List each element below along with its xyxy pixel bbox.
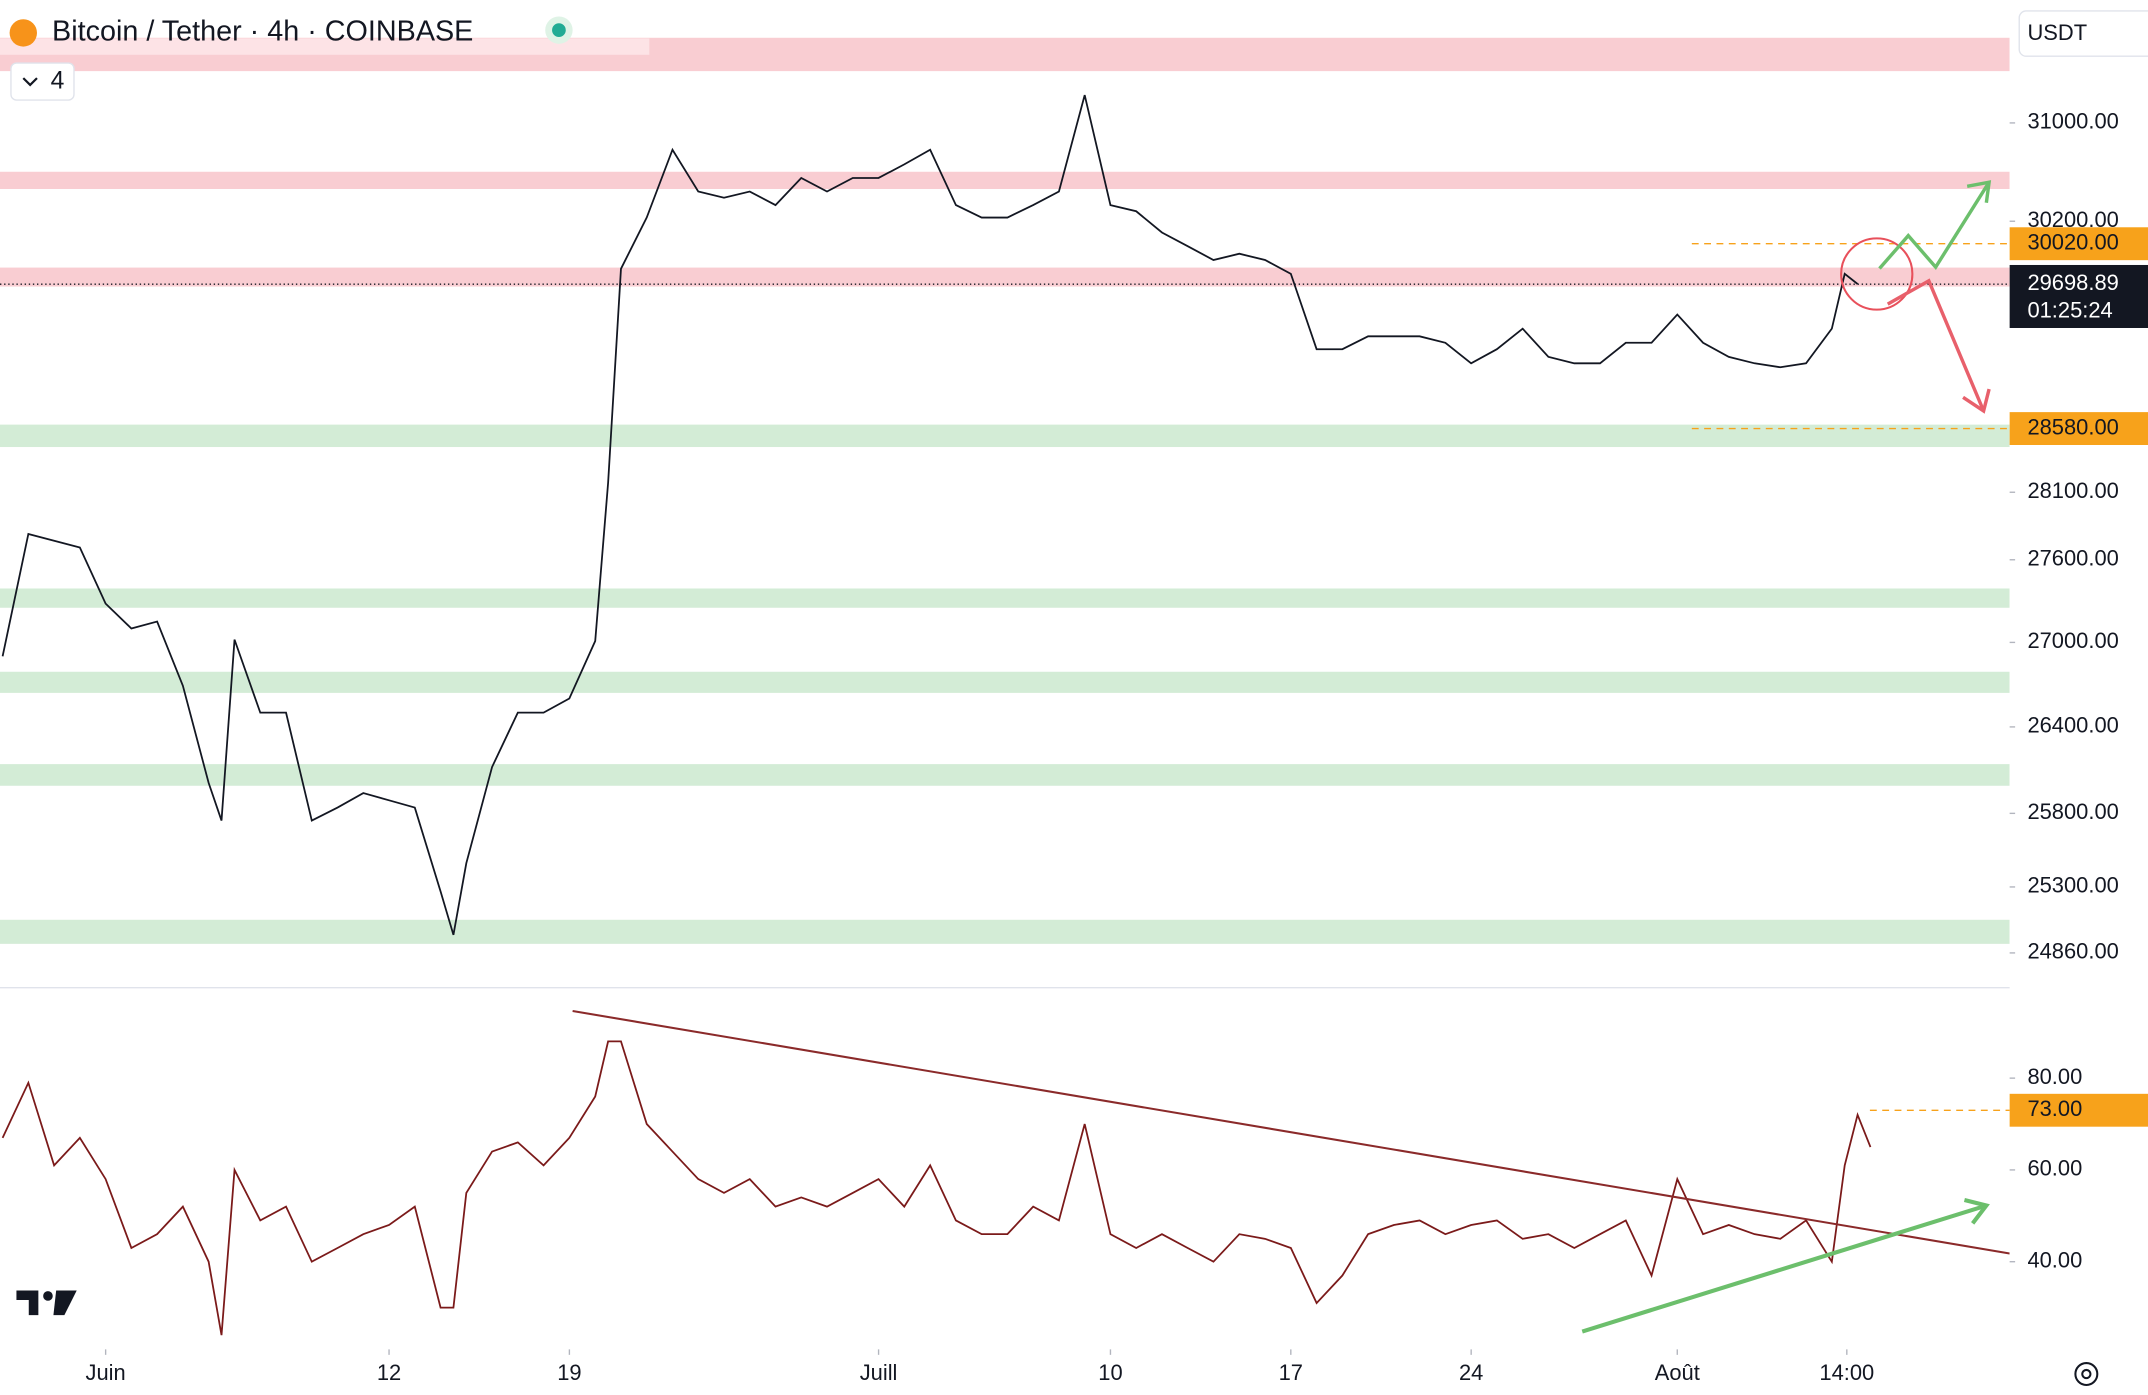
up-arrow: [1878, 181, 1991, 271]
btc-logo: [9, 19, 37, 47]
tv-logo: [16, 1290, 39, 1316]
level-badge: [2009, 1093, 2148, 1127]
plot: [0, 94, 2010, 1336]
rsi-arrow-head: [1963, 1198, 1990, 1225]
status-dot: [552, 23, 566, 38]
y-tick-label: 31000.00: [2027, 109, 2118, 134]
tv-logo-slash: [53, 1290, 77, 1316]
y-tick-label: 25800.00: [2027, 799, 2118, 824]
currency: USDT: [2027, 20, 2087, 45]
axis: 31000.0030200.0028100.0027600.0027000.00…: [86, 109, 2148, 1385]
zone: [0, 424, 2010, 448]
chevron: [22, 77, 38, 87]
x-tick-label: Juill: [860, 1360, 898, 1385]
up-arrow-head: [1966, 180, 1992, 203]
currency-button[interactable]: [2018, 10, 2148, 57]
down-arrow: [1886, 278, 1986, 412]
zone: [0, 919, 2010, 944]
x-tick-label: 19: [557, 1360, 581, 1385]
x-tick-label: 10: [1098, 1360, 1122, 1385]
header-band: [0, 38, 650, 55]
highlight-circle: [1840, 237, 1914, 311]
data-line: [1, 1040, 1872, 1336]
x-tick-label: 12: [377, 1360, 401, 1385]
x-tick-label: 17: [1279, 1360, 1303, 1385]
y-tick-label: 80.00: [2027, 1064, 2082, 1089]
indicator-count: 4: [51, 68, 65, 95]
x-tick-label: Juin: [86, 1360, 126, 1385]
level-label: 73.00: [2027, 1096, 2082, 1121]
rsi-trendline: [572, 1009, 2010, 1255]
settings-icon[interactable]: [2074, 1362, 2099, 1387]
data-line: [1, 94, 1859, 936]
indicator-toggle[interactable]: [10, 62, 75, 101]
level-badge: [2009, 412, 2148, 445]
rsi-support-line: [1581, 1203, 1987, 1334]
down-arrow-head: [1962, 388, 1991, 414]
x-tick-label: 24: [1459, 1360, 1483, 1385]
last-price: 29698.89: [2027, 270, 2118, 295]
y-tick-label: 28100.00: [2027, 478, 2118, 503]
x-tick-label: 14:00: [1819, 1360, 1874, 1385]
level-label: 30020.00: [2027, 229, 2118, 254]
zone: [0, 267, 2010, 287]
zones: [0, 37, 2010, 944]
y-tick-label: 24860.00: [2027, 939, 2118, 964]
y-tick-label: 27000.00: [2027, 628, 2118, 653]
settings-icon-core: [2081, 1368, 2092, 1380]
zone: [0, 588, 2010, 608]
last-price-badge: [2009, 264, 2148, 328]
y-tick-label: 60.00: [2027, 1156, 2082, 1181]
level-badge: [2009, 227, 2148, 261]
symbol-title: Bitcoin / Tether · 4h · COINBASE: [52, 15, 473, 47]
level-label: 28580.00: [2027, 414, 2118, 439]
tv-logo-dot: [43, 1291, 53, 1301]
y-tick-label: 26400.00: [2027, 713, 2118, 738]
y-tick-label: 27600.00: [2027, 546, 2118, 571]
countdown: 01:25:24: [2027, 297, 2112, 322]
zone: [0, 671, 2010, 693]
x-tick-label: Août: [1655, 1360, 1700, 1385]
zone: [0, 764, 2010, 786]
y-tick-label: 40.00: [2027, 1247, 2082, 1272]
y-tick-label: 25300.00: [2027, 873, 2118, 898]
zone: [0, 171, 2010, 190]
